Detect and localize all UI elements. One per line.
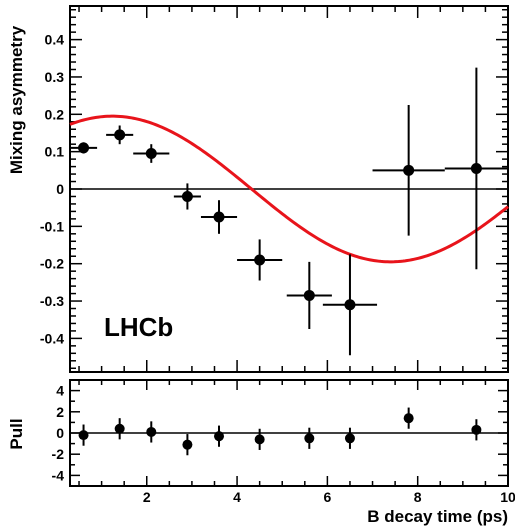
top-panel-y-axis-label: Mixing asymmetry [7, 25, 26, 174]
pull-data-point [214, 425, 225, 447]
pull-marker [344, 433, 355, 444]
pull-marker [254, 434, 265, 445]
data-marker [303, 289, 315, 301]
pull-marker [214, 431, 225, 442]
pull-data-point [182, 434, 193, 456]
pull-panel-ticks [70, 379, 509, 487]
pull-marker [304, 433, 315, 444]
data-marker [213, 211, 225, 223]
pull-marker [471, 424, 482, 435]
top-y-tick-label: 0.2 [45, 106, 65, 122]
pull-data-point [304, 427, 315, 449]
data-marker [403, 164, 415, 176]
pull-panel-data-points [78, 407, 482, 456]
pull-data-point [403, 407, 414, 429]
pull-marker [114, 423, 125, 434]
pull-panel-y-axis-label: Pull [7, 418, 26, 449]
asymmetry-data-point [133, 144, 170, 163]
asymmetry-data-point [237, 239, 283, 281]
x-tick-label: 6 [323, 489, 331, 505]
pull-marker [78, 430, 89, 441]
top-y-tick-label: 0.1 [45, 144, 65, 160]
top-y-tick-label: -0.2 [40, 256, 64, 272]
fit-curve [69, 114, 509, 264]
x-axis-label: B decay time (ps) [367, 507, 508, 526]
top-y-tick-label: -0.4 [40, 330, 64, 346]
top-panel-y-tick-labels: -0.4 -0.3 -0.2 -0.1 0 0.1 0.2 0.3 0.4 [40, 32, 64, 347]
asymmetry-data-point [322, 254, 378, 356]
pull-marker [146, 426, 157, 437]
asymmetry-data-point [286, 261, 332, 330]
pull-y-tick-label: -2 [52, 446, 65, 462]
data-marker [145, 148, 157, 160]
data-marker [344, 299, 356, 311]
asymmetry-data-point [372, 104, 445, 236]
asymmetry-data-point [173, 183, 201, 210]
pull-data-point [254, 428, 265, 450]
data-marker [78, 142, 90, 154]
pull-y-tick-label: 4 [56, 383, 64, 399]
x-tick-label: 8 [414, 489, 422, 505]
data-marker [181, 190, 193, 202]
data-marker [114, 129, 126, 141]
top-panel-data-points [70, 67, 508, 356]
asymmetry-data-point [70, 142, 98, 154]
pull-marker [403, 413, 414, 424]
x-tick-label: 4 [233, 489, 241, 505]
asymmetry-data-point [444, 67, 508, 270]
x-tick-label: 2 [143, 489, 151, 505]
top-y-tick-label: -0.3 [40, 293, 64, 309]
lhcb-label: LHCb [104, 312, 173, 342]
pull-data-point [471, 419, 482, 441]
data-marker [254, 254, 266, 266]
pull-panel-x-tick-labels: 2 4 6 8 10 [143, 489, 515, 505]
mixing-asymmetry-panel: -0.4 -0.3 -0.2 -0.1 0 0.1 0.2 0.3 0.4 LHCb Mixin… [7, 5, 509, 373]
top-y-tick-label: -0.1 [40, 218, 64, 234]
asymmetry-data-point [200, 200, 238, 234]
top-y-tick-label: 0.4 [45, 32, 65, 48]
pull-data-point [146, 421, 157, 443]
data-marker [470, 162, 482, 174]
x-tick-label: 10 [500, 489, 515, 505]
top-y-tick-label: 0.3 [45, 69, 65, 85]
pull-y-tick-label: 2 [56, 404, 64, 420]
pull-panel: -4 -2 0 2 4 2 4 6 8 10 Pull B decay time (ps) [7, 379, 515, 526]
pull-y-tick-label: 0 [56, 425, 64, 441]
asymmetry-data-point [106, 125, 134, 145]
top-panel-ticks [70, 6, 509, 372]
pull-panel-y-tick-labels: -4 -2 0 2 4 [52, 383, 65, 484]
pull-data-point [114, 418, 125, 440]
pull-data-point [78, 424, 89, 446]
pull-y-tick-label: -4 [52, 467, 65, 483]
top-y-tick-label: 0 [56, 181, 64, 197]
pull-marker [182, 439, 193, 450]
pull-data-point [344, 427, 355, 449]
